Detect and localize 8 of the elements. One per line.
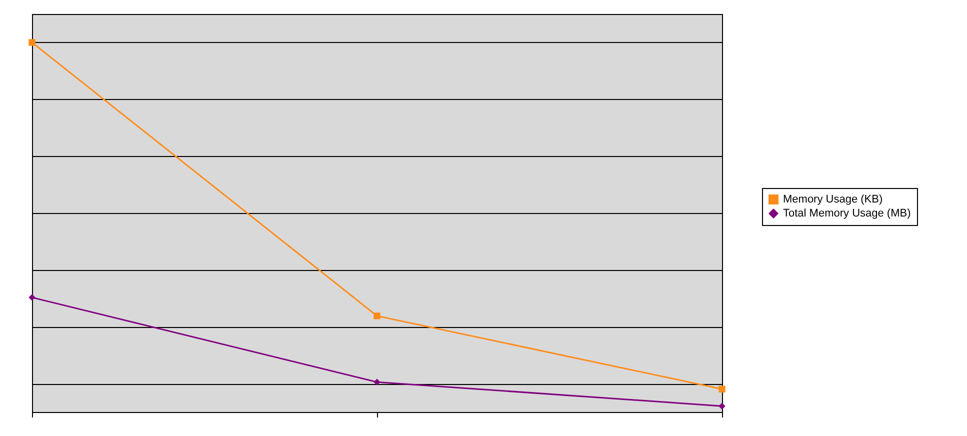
legend-label: Memory Usage (KB) bbox=[783, 194, 883, 206]
point bbox=[28, 39, 36, 46]
point bbox=[718, 402, 726, 410]
point bbox=[28, 294, 36, 301]
point bbox=[374, 378, 380, 386]
legend-label: Total Memory Usage (MB) bbox=[783, 208, 911, 220]
point bbox=[718, 386, 726, 392]
point bbox=[374, 312, 380, 320]
